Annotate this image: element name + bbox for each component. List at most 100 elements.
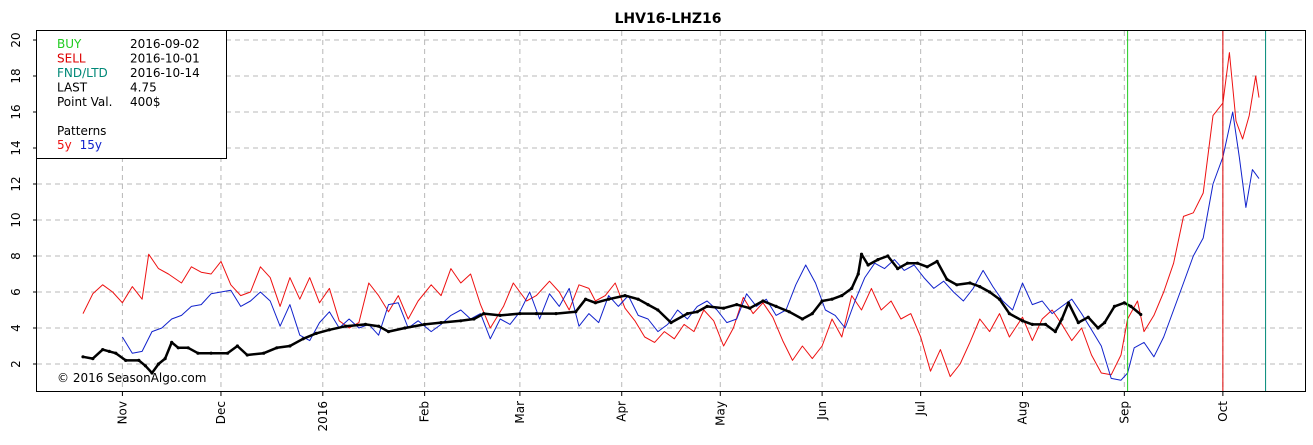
last-point: [327, 328, 331, 332]
last-point: [705, 304, 709, 308]
last-point: [1020, 319, 1025, 323]
x-tick-label: Dec: [214, 401, 228, 424]
x-tick-label: Aug: [1015, 401, 1029, 424]
last-point: [439, 321, 443, 325]
last-point: [1060, 317, 1064, 321]
grid-lines: [37, 31, 1305, 391]
info-value: 2016-10-01: [130, 52, 200, 66]
x-tick-label: Feb: [418, 401, 432, 422]
last-point: [1076, 321, 1080, 325]
last-point: [1043, 322, 1048, 326]
last-point: [761, 299, 765, 303]
last-point: [245, 353, 249, 357]
last-point: [156, 362, 161, 366]
series-lines: [81, 52, 1260, 381]
last-point: [646, 303, 650, 307]
x-tick-label: Jul: [914, 401, 928, 416]
last-point: [150, 371, 154, 375]
last-point: [1066, 301, 1071, 305]
last-point: [606, 297, 611, 301]
last-point: [850, 286, 854, 290]
last-point: [534, 312, 538, 316]
last-point: [859, 252, 864, 256]
last-point: [636, 297, 640, 301]
last-point: [262, 351, 266, 355]
last-point: [1139, 312, 1143, 317]
last-point: [472, 317, 476, 321]
last-point: [482, 312, 486, 316]
last-point: [695, 310, 699, 314]
last-point: [830, 297, 834, 301]
info-value: 2016-10-14: [130, 66, 200, 80]
last-point: [363, 322, 368, 326]
last-point: [955, 283, 959, 287]
last-point: [225, 351, 230, 355]
info-box-frame: [36, 30, 227, 159]
y-tick-label: 4: [9, 324, 23, 332]
last-point: [656, 308, 660, 312]
last-point: [196, 351, 200, 355]
last-point: [81, 355, 85, 359]
last-point: [997, 297, 1002, 301]
last-point: [856, 272, 860, 276]
last-point: [1112, 304, 1117, 308]
last-point: [593, 301, 598, 305]
y-tick-label: 10: [9, 212, 23, 227]
series-line-15y: [121, 111, 1260, 381]
last-point: [386, 330, 391, 334]
last-point: [423, 322, 427, 326]
x-tick-label: Apr: [615, 401, 629, 422]
y-tick-label: 12: [9, 176, 23, 191]
y-tick-label: 8: [9, 252, 23, 260]
last-point: [915, 261, 919, 265]
info-rows: BUY 2016-09-02 SELL 2016-10-01 FND/LTD 2016-1…: [57, 37, 200, 109]
last-point: [623, 294, 627, 298]
last-point: [896, 267, 900, 271]
last-point: [735, 303, 739, 307]
y-tick-label: 16: [9, 104, 23, 119]
series-line-5y: [82, 52, 1260, 378]
last-point: [945, 277, 949, 281]
plot-area: [36, 30, 1306, 392]
last-point: [669, 321, 673, 325]
last-point: [176, 346, 180, 350]
info-label: Point Val.: [57, 95, 112, 109]
x-tick-label: 2016: [316, 401, 330, 432]
x-tick-label: Oct: [1216, 401, 1230, 422]
last-point: [988, 290, 992, 294]
x-tick-label: Nov: [115, 401, 129, 424]
y-tick-label: 2: [9, 360, 23, 368]
info-label: SELL: [57, 52, 86, 66]
y-tick-label: 18: [9, 68, 23, 83]
last-point: [170, 340, 174, 344]
last-point: [403, 326, 407, 330]
last-point: [101, 348, 105, 352]
last-point: [925, 265, 929, 269]
marker-lines: [1127, 31, 1267, 391]
info-box: BUY 2016-09-02 SELL 2016-10-01 FND/LTD 2016-1…: [36, 30, 227, 159]
last-point: [1086, 315, 1090, 319]
x-tick-label: Mar: [513, 401, 527, 424]
last-point: [137, 358, 141, 362]
x-tick-label: May: [713, 401, 727, 426]
last-point: [163, 357, 167, 361]
last-point: [143, 364, 148, 368]
last-point: [1053, 330, 1057, 334]
last-point: [978, 285, 982, 289]
x-tick-label: Jun: [815, 401, 829, 421]
last-point: [935, 259, 939, 263]
last-point: [774, 304, 778, 308]
last-point: [288, 344, 292, 348]
last-point: [905, 261, 910, 265]
last-point: [209, 351, 213, 355]
last-point: [91, 357, 95, 361]
last-point: [107, 349, 111, 353]
info-value: 400$: [130, 95, 161, 109]
last-point: [876, 258, 880, 262]
last-point: [314, 331, 318, 335]
last-point: [124, 358, 128, 362]
info-label: FND/LTD: [57, 66, 108, 80]
legend-5y: 5y: [57, 138, 72, 152]
last-point: [685, 312, 690, 316]
